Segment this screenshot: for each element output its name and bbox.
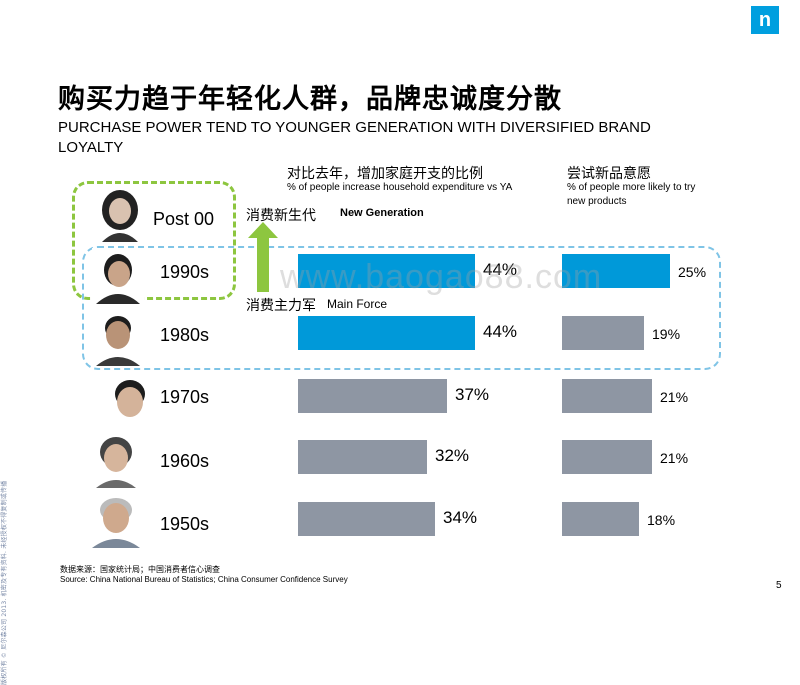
chart2-data-label: 25%	[678, 264, 707, 280]
new-generation-label-cn: 消费新生代	[246, 208, 316, 224]
chart1-bar-1950s	[298, 502, 435, 536]
chart1-bar-1970s	[298, 379, 447, 413]
category-label: 1980s	[160, 325, 210, 345]
source-note-en: Source: China National Bureau of Statist…	[60, 575, 348, 584]
chart1-data-label: 44%	[483, 322, 518, 341]
chart2-bar-1970s	[562, 379, 652, 413]
chart2-data-label: 18%	[647, 512, 676, 528]
chart1-title: 对比去年，增加家庭开支的比例	[287, 166, 483, 182]
chart1-data-label: 34%	[443, 508, 478, 527]
page-title-cn: 购买力趋于年轻化人群，品牌忠诚度分散	[58, 84, 562, 115]
category-label: Post 00	[153, 209, 215, 229]
source-note-cn: 数据来源：国家统计局；中国消费者信心调查	[60, 565, 220, 574]
chart1-data-label: 32%	[435, 446, 470, 465]
chart1-data-label: 37%	[455, 385, 490, 404]
page-number: 5	[776, 580, 782, 591]
1960s-portrait-icon	[90, 432, 142, 488]
chart1-bar-1980s	[298, 316, 475, 350]
chart2-subtitle: % of people more likely to try new produ…	[567, 182, 696, 207]
chart2-bar-1980s	[562, 316, 644, 350]
chart1-bar-1990s	[298, 254, 475, 288]
chart2-bar-1990s	[562, 254, 670, 288]
chart2-data-label: 19%	[652, 326, 681, 342]
1970s-portrait-icon	[104, 374, 156, 430]
new-generation-label-en: New Generation	[340, 207, 424, 219]
up-arrow-icon	[248, 222, 278, 292]
category-label: 1970s	[160, 387, 210, 407]
watermark: www.baogao88.com	[280, 258, 603, 296]
main-force-label-cn: 消费主力军	[246, 298, 316, 314]
nielsen-logo: n	[751, 6, 779, 34]
page-title-en: PURCHASE POWER TEND TO YOUNGER GENERATIO…	[58, 119, 651, 156]
new-generation-highlight-box	[72, 181, 236, 300]
category-label: 1950s	[160, 514, 210, 534]
main-force-highlight-box	[82, 246, 721, 370]
1990s-portrait-icon	[92, 248, 144, 304]
chart1-bar-1960s	[298, 440, 427, 474]
category-label: 1990s	[160, 262, 210, 282]
chart2-title: 尝试新品意愿	[567, 166, 651, 182]
chart2-data-label: 21%	[660, 450, 689, 466]
left-margin	[0, 0, 8, 600]
side-copyright-text: 版权所有 © 尼尔森公司 2013. 机密及专有资料. 未经授权不得复制或传播	[1, 480, 8, 685]
1950s-portrait-icon	[90, 492, 142, 548]
chart1-subtitle: % of people increase household expenditu…	[287, 182, 513, 193]
category-label: 1960s	[160, 451, 210, 471]
chart1-data-label: 44%	[483, 260, 518, 279]
main-force-label-en: Main Force	[327, 297, 388, 311]
post00-portrait-icon	[94, 186, 146, 242]
chart2-bar-1960s	[562, 440, 652, 474]
1980s-portrait-icon	[92, 310, 144, 366]
chart2-data-label: 21%	[660, 389, 689, 405]
chart2-bar-1950s	[562, 502, 639, 536]
